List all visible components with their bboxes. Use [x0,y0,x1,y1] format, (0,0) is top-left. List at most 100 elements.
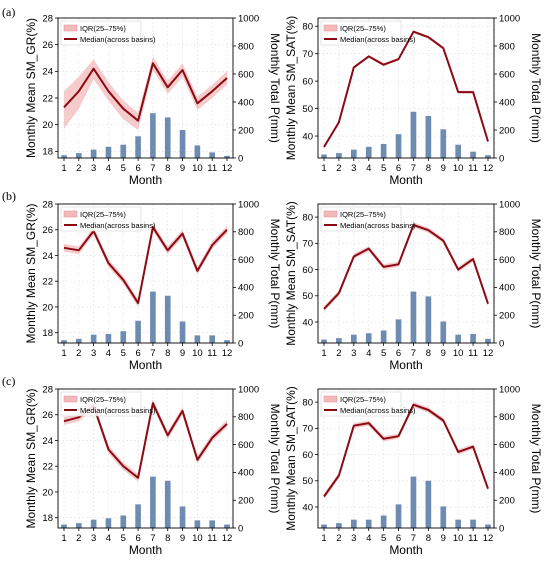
x-tick-label: 9 [441,348,446,359]
precip-bar [224,524,230,528]
precip-bar [224,340,230,343]
y2-tick-label: 800 [238,41,254,52]
precip-bar [425,296,432,343]
y-tick-label: 26 [42,40,53,51]
y-tick-label: 28 [42,384,53,395]
y-tick-label: 28 [42,199,53,210]
precip-bar [365,519,372,528]
precip-bar [194,145,201,158]
x-tick-label: 4 [106,348,111,359]
precip-bar [336,153,342,158]
x-tick-label: 5 [121,348,126,359]
x-tick-label: 2 [336,163,341,174]
x-tick-label: 10 [453,163,464,174]
y-tick-label: 80 [302,22,313,33]
plot-frame [57,17,234,159]
plot-frame [57,388,234,529]
legend-label-median: Median(across basins) [340,221,416,230]
y2-axis-label: Monthly Total P(mm) [529,404,543,514]
precip-bar [321,524,327,528]
y2-tick-label: 600 [238,440,254,451]
precip-bar [455,144,462,158]
y-tick-label: 50 [302,104,313,115]
precip-bar [209,152,215,158]
x-tick-label: 7 [150,348,155,359]
precip-bar [440,129,447,158]
y-tick-label: 26 [42,410,53,421]
precip-bar [455,519,462,528]
legend-label-iqr: IQR(25–75%) [340,24,386,33]
y-tick-label: 24 [42,436,53,447]
x-tick-label: 5 [381,348,386,359]
x-tick-label: 6 [135,163,140,174]
median-line [63,226,228,305]
median-line [323,30,489,148]
legend-label-median: Median(across basins) [340,406,416,415]
y2-tick-label: 600 [499,255,515,266]
y2-tick-label: 800 [499,412,515,423]
y2-tick-label: 400 [238,97,254,108]
y2-tick-label: 600 [238,255,254,266]
precip-bar [61,155,67,158]
x-tick-label: 3 [91,163,96,174]
x-tick-label: 11 [468,533,478,544]
x-tick-label: 5 [381,533,386,544]
x-tick-label: 8 [165,163,170,174]
y-tick-label: 40 [302,502,313,513]
y2-tick-label: 200 [238,496,254,507]
precip-bar [120,144,127,158]
median-line [323,403,489,498]
legend-swatch-iqr [323,210,338,218]
y2-tick-label: 200 [499,496,515,507]
x-tick-label: 12 [222,163,233,174]
legend-label-iqr: IQR(25–75%) [340,210,386,219]
y-axis-label: Monthly Mean SM_SAT(%) [284,201,298,346]
precip-bar [76,338,82,343]
x-tick-label: 2 [76,348,81,359]
x-tick-label: 7 [411,348,416,359]
y-axis-label: Monthly Mean SM_GR(%) [24,388,38,528]
panel-label-c: (c) [2,374,15,388]
x-tick-label: 11 [207,533,217,544]
x-tick-label: 3 [91,533,96,544]
x-tick-label: 11 [207,348,217,359]
median-line [323,224,489,310]
y-tick-label: 18 [42,147,53,158]
y-axis-label: Monthly Mean SM_SAT(%) [284,16,298,161]
x-tick-label: 3 [351,533,356,544]
x-tick-label: 12 [483,533,494,544]
y-tick-label: 20 [42,302,53,313]
precip-bar [76,523,82,528]
y2-tick-label: 600 [499,69,515,80]
y2-axis-label: Monthly Total P(mm) [529,219,543,329]
y2-tick-label: 0 [238,153,243,164]
x-tick-label: 4 [106,533,111,544]
y2-tick-label: 800 [499,227,515,238]
y-tick-label: 60 [302,265,313,276]
x-tick-label: 6 [135,533,140,544]
precip-bar [470,151,476,158]
precip-bar [164,295,171,343]
legend-label-iqr: IQR(25–75%) [80,395,126,404]
x-tick-label: 6 [135,348,140,359]
legend-label-iqr: IQR(25–75%) [340,395,386,404]
precip-bar [350,519,357,528]
y-tick-label: 50 [302,476,313,487]
precip-bar [179,506,186,528]
plot-frame [317,388,495,529]
y-tick-label: 20 [42,120,53,131]
legend-label-median: Median(across basins) [340,35,416,44]
y2-tick-label: 200 [499,125,515,136]
x-tick-label: 4 [106,163,111,174]
x-tick-label: 8 [426,533,431,544]
precip-bar [395,134,402,158]
legend-label-median: Median(across basins) [80,406,156,415]
y-tick-label: 20 [42,487,53,498]
x-tick-label: 1 [321,348,326,359]
y-axis-label: Monthly Mean SM_GR(%) [24,203,38,343]
x-axis-label: Month [389,358,422,372]
x-tick-label: 9 [180,533,185,544]
